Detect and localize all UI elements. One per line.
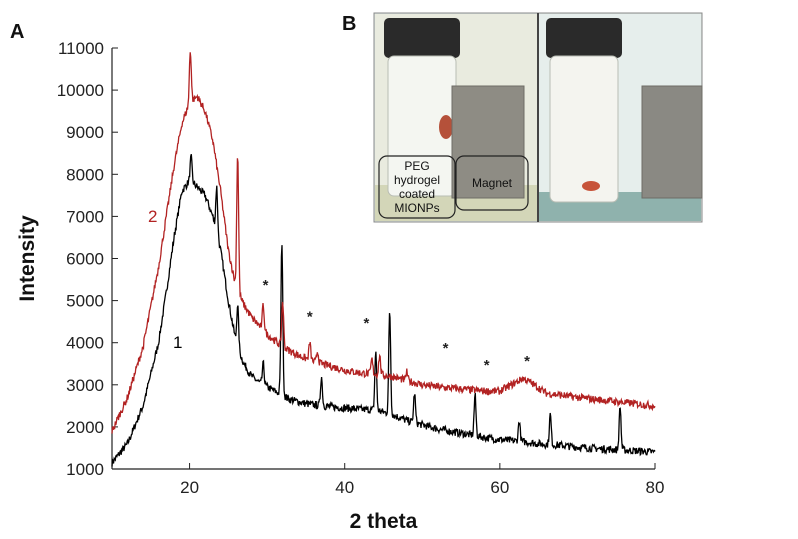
y-tick-label: 10000 [57, 81, 104, 100]
series-line-1 [111, 154, 656, 467]
sample-label-box [378, 155, 456, 219]
y-tick-label: 4000 [66, 334, 104, 353]
x-tick-label: 40 [335, 478, 354, 497]
magnet-left [451, 85, 525, 199]
y-tick-label: 2000 [66, 418, 104, 437]
xrd-chart: 1000 2000 3000 4000 5000 6000 7000 8000 9000 1000… [16, 39, 664, 533]
panel-label-a: A [10, 21, 24, 43]
x-axis-label: 2 theta [350, 510, 418, 533]
series-label-2: 2 [148, 207, 157, 226]
y-tick-label: 3000 [66, 376, 104, 395]
magnet-right [641, 85, 703, 199]
y-tick-label: 11000 [58, 39, 104, 58]
y-tick-label: 6000 [66, 250, 104, 269]
peak-marker: * [484, 357, 490, 374]
peak-marker: * [263, 277, 269, 294]
vial-sample-left [439, 115, 453, 139]
panel-label-b: B [342, 13, 356, 35]
series-label-1: 1 [173, 333, 182, 352]
chart-series: 12 [111, 52, 656, 467]
peak-marker: * [364, 315, 370, 332]
y-tick-label: 9000 [66, 123, 104, 142]
y-tick-label: 7000 [66, 207, 104, 226]
x-tick-label: 20 [180, 478, 199, 497]
y-tick-label: 8000 [66, 165, 104, 184]
sample-label-line-1: PEG [404, 159, 429, 173]
y-tick-label: 5000 [66, 292, 104, 311]
vial-body-right [549, 55, 619, 203]
vial-cap-left [384, 18, 460, 58]
y-tick-label: 1000 [66, 460, 104, 479]
y-axis-label: Intensity [16, 215, 39, 302]
photo-inset: PEG hydrogel coated MIONPs Magnet [373, 12, 703, 223]
peak-marker: * [443, 340, 449, 357]
magnet-label: Magnet [472, 176, 513, 190]
peak-marker: * [524, 353, 530, 370]
x-tick-label: 80 [646, 478, 665, 497]
sample-label-line-2: hydrogel [394, 173, 440, 187]
peak-marker: * [307, 309, 313, 326]
vial-sample-right [582, 181, 600, 191]
series-line-2 [111, 52, 656, 434]
x-tick-label: 60 [490, 478, 509, 497]
chart-annotations: * * * * * * [263, 277, 530, 374]
vial-cap-right [546, 18, 622, 58]
sample-label-line-3: coated [399, 187, 435, 201]
magnet-label-box [455, 155, 529, 211]
chart-axes: 1000 2000 3000 4000 5000 6000 7000 8000 9000 1000… [16, 39, 664, 533]
sample-label-line-4: MIONPs [394, 201, 439, 215]
